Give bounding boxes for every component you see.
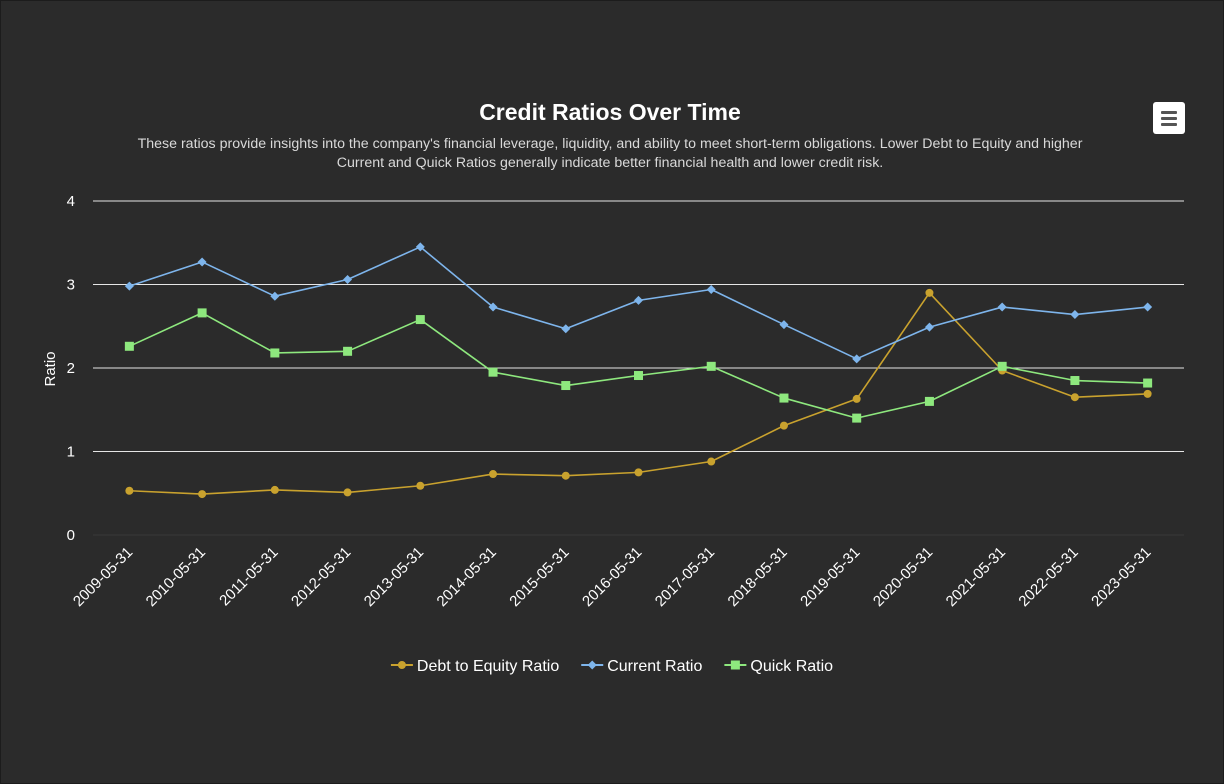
data-point-debt-to-equity-ratio[interactable] <box>634 468 643 477</box>
data-point-quick-ratio[interactable] <box>779 393 789 403</box>
x-tick-label: 2022-05-31 <box>1015 544 1081 610</box>
data-point-debt-to-equity-ratio[interactable] <box>1143 389 1152 398</box>
y-axis-ticks: 0 1 2 3 4 <box>67 193 75 544</box>
hamburger-menu-icon-bar <box>1161 117 1177 120</box>
y-tick-label: 1 <box>67 444 75 461</box>
data-point-current-ratio[interactable] <box>1143 302 1153 312</box>
legend-item-debt-to-equity-ratio[interactable]: Debt to Equity Ratio <box>390 658 559 675</box>
data-point-current-ratio[interactable] <box>924 322 934 332</box>
data-point-quick-ratio[interactable] <box>488 367 498 377</box>
data-point-current-ratio[interactable] <box>997 302 1007 312</box>
data-point-debt-to-equity-ratio[interactable] <box>707 457 716 466</box>
legend-item-current-ratio[interactable]: Current Ratio <box>581 658 702 675</box>
data-point-quick-ratio[interactable] <box>997 361 1007 371</box>
x-tick-label: 2014-05-31 <box>434 544 500 610</box>
gridlines <box>93 200 1184 536</box>
x-tick-label: 2015-05-31 <box>506 544 572 610</box>
data-point-current-ratio[interactable] <box>197 257 207 267</box>
data-point-current-ratio[interactable] <box>343 274 353 284</box>
x-tick-label: 2013-05-31 <box>361 544 427 610</box>
data-point-debt-to-equity-ratio[interactable] <box>1070 393 1079 402</box>
data-point-current-ratio[interactable] <box>124 281 134 291</box>
data-point-debt-to-equity-ratio[interactable] <box>416 481 425 490</box>
y-tick-label: 2 <box>67 360 75 377</box>
series-layer <box>124 242 1153 499</box>
legend-label: Debt to Equity Ratio <box>417 658 559 675</box>
data-point-quick-ratio[interactable] <box>634 371 643 381</box>
chart-subtitle-line-1: These ratios provide insights into the c… <box>138 136 1083 152</box>
legend-label: Quick Ratio <box>750 658 833 675</box>
series-quick-ratio <box>124 308 1153 423</box>
x-tick-label: 2018-05-31 <box>725 544 791 610</box>
data-point-current-ratio[interactable] <box>779 320 789 330</box>
data-point-quick-ratio[interactable] <box>343 346 353 356</box>
x-tick-label: 2019-05-31 <box>797 544 863 610</box>
hamburger-menu-icon <box>1161 111 1177 114</box>
x-tick-label: 2017-05-31 <box>652 544 718 610</box>
legend-symbol-quick-ratio[interactable] <box>730 660 740 670</box>
chart-title: Credit Ratios Over Time <box>479 99 741 125</box>
data-point-current-ratio[interactable] <box>270 291 280 301</box>
chart-menu-button[interactable] <box>1153 102 1185 134</box>
data-point-quick-ratio[interactable] <box>124 341 134 351</box>
x-tick-label: 2016-05-31 <box>579 544 645 610</box>
legend-symbol-debt-to-equity-ratio[interactable] <box>397 661 406 669</box>
data-point-debt-to-equity-ratio[interactable] <box>852 394 861 403</box>
x-tick-label: 2012-05-31 <box>288 544 354 610</box>
data-point-current-ratio[interactable] <box>488 302 498 312</box>
x-axis-ticks: 2009-05-31 2010-05-31 2011-05-31 2012-05-31… <box>70 544 1155 610</box>
data-point-quick-ratio[interactable] <box>1070 376 1080 386</box>
data-point-debt-to-equity-ratio[interactable] <box>779 421 788 430</box>
data-point-quick-ratio[interactable] <box>561 381 571 391</box>
hamburger-menu-icon-bar <box>1161 123 1177 126</box>
x-tick-label: 2021-05-31 <box>943 544 1009 610</box>
x-tick-label: 2020-05-31 <box>870 544 936 610</box>
data-point-debt-to-equity-ratio[interactable] <box>343 488 352 497</box>
y-tick-label: 3 <box>67 277 75 294</box>
data-point-current-ratio[interactable] <box>1070 310 1080 320</box>
series-debt-to-equity-ratio <box>125 288 1152 499</box>
chart-subtitle-line-2: Current and Quick Ratios generally indic… <box>337 155 884 171</box>
data-point-current-ratio[interactable] <box>852 354 862 364</box>
legend: Debt to Equity Ratio Current Ratio Quick R… <box>390 658 833 675</box>
data-point-quick-ratio[interactable] <box>415 315 425 325</box>
series-line-debt-to-equity-ratio[interactable] <box>129 292 1148 495</box>
data-point-current-ratio[interactable] <box>706 285 716 295</box>
x-tick-label: 2023-05-31 <box>1088 544 1154 610</box>
legend-label: Current Ratio <box>607 658 702 675</box>
x-tick-label: 2010-05-31 <box>143 544 209 610</box>
data-point-quick-ratio[interactable] <box>270 348 280 358</box>
legend-symbol-current-ratio[interactable] <box>587 660 597 670</box>
data-point-debt-to-equity-ratio[interactable] <box>198 490 207 499</box>
data-point-debt-to-equity-ratio[interactable] <box>489 470 498 479</box>
y-tick-label: 4 <box>67 193 75 210</box>
x-tick-label: 2011-05-31 <box>216 544 281 609</box>
data-point-quick-ratio[interactable] <box>706 361 716 371</box>
x-tick-label: 2009-05-31 <box>70 544 136 610</box>
data-point-quick-ratio[interactable] <box>852 413 862 423</box>
series-line-quick-ratio[interactable] <box>129 312 1148 419</box>
data-point-quick-ratio[interactable] <box>197 308 207 318</box>
y-tick-label: 0 <box>67 527 75 544</box>
data-point-current-ratio[interactable] <box>561 324 571 334</box>
data-point-debt-to-equity-ratio[interactable] <box>125 486 134 495</box>
data-point-current-ratio[interactable] <box>634 295 643 305</box>
data-point-debt-to-equity-ratio[interactable] <box>925 288 934 297</box>
data-point-quick-ratio[interactable] <box>924 396 934 406</box>
data-point-debt-to-equity-ratio[interactable] <box>561 471 570 480</box>
y-axis-title: Ratio <box>42 351 59 386</box>
data-point-quick-ratio[interactable] <box>1143 378 1153 388</box>
legend-item-quick-ratio[interactable]: Quick Ratio <box>724 658 833 675</box>
series-current-ratio <box>124 242 1153 364</box>
data-point-debt-to-equity-ratio[interactable] <box>270 485 279 494</box>
data-point-current-ratio[interactable] <box>415 242 425 252</box>
